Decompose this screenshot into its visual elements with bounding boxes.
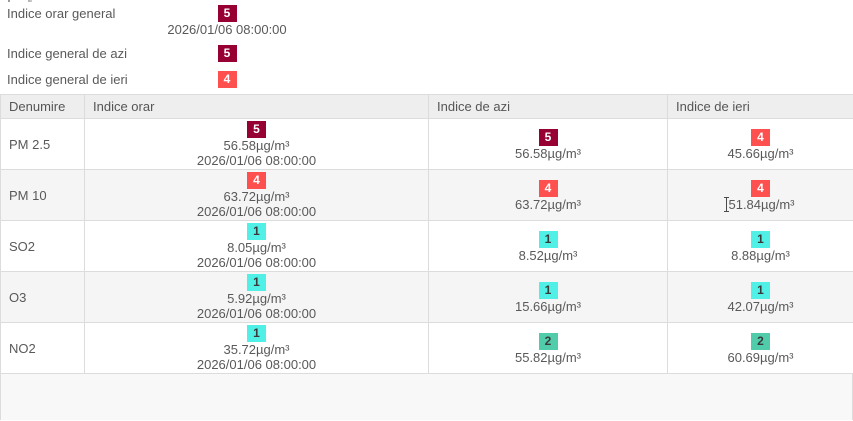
aq-index-badge: 5 xyxy=(538,128,558,146)
measurement-timestamp: 2026/01/06 08:00:00 xyxy=(196,153,317,168)
aq-index-badge: 1 xyxy=(247,274,266,291)
yesterday-index-cell: 1 8.88µg/m³ xyxy=(667,220,853,272)
yesterday-index-cell: 4 51.84µg/m³ xyxy=(667,169,853,221)
summary-label: Indice general de ieri xyxy=(7,72,128,87)
column-header-indice-de-azi: Indice de azi xyxy=(428,94,668,119)
pollutant-name: NO2 xyxy=(0,322,85,374)
today-index-cell: 1 15.66µg/m³ xyxy=(428,271,668,323)
measurement-value: 15.66µg/m³ xyxy=(514,298,582,314)
today-index-cell: 4 63.72µg/m³ xyxy=(428,169,668,221)
hourly-index-cell: 5 56.58µg/m³ 2026/01/06 08:00:00 xyxy=(84,118,429,170)
measurement-value: 56.58µg/m³ xyxy=(223,138,290,153)
measurement-value: 8.52µg/m³ xyxy=(518,247,578,263)
today-index-cell: 1 8.52µg/m³ xyxy=(428,220,668,272)
pollutant-name: O3 xyxy=(0,271,85,323)
column-header-denumire: Denumire xyxy=(0,94,85,119)
measurement-value: 51.84µg/m³ xyxy=(728,196,795,212)
aq-index-badge: 5 xyxy=(217,45,237,62)
aq-index-badge: 5 xyxy=(247,121,266,138)
aq-summary-section: Indice orar general 5 2026/01/06 08:00:0… xyxy=(0,0,853,89)
table-row-pm10: PM 10 4 63.72µg/m³ 2026/01/06 08:00:00 4… xyxy=(0,169,853,221)
pollutant-name: PM 2.5 xyxy=(0,118,85,170)
summary-label: Indice orar general xyxy=(7,6,116,21)
aq-index-badge: 2 xyxy=(538,332,558,350)
column-header-indice-de-ieri: Indice de ieri xyxy=(667,94,853,119)
text-cursor-pointer xyxy=(724,196,730,212)
table-row-no2: NO2 1 35.72µg/m³ 2026/01/06 08:00:00 2 5… xyxy=(0,322,853,374)
measurement-timestamp: 2026/01/06 08:00:00 xyxy=(196,306,317,321)
table-row-pm25: PM 2.5 5 56.58µg/m³ 2026/01/06 08:00:00 … xyxy=(0,118,853,170)
measurement-value: 8.88µg/m³ xyxy=(731,247,790,263)
summary-row-hourly: Indice orar general 5 2026/01/06 08:00:0… xyxy=(7,5,853,37)
measurement-timestamp: 2026/01/06 08:00:00 xyxy=(196,357,317,372)
aq-index-badge: 2 xyxy=(751,332,770,350)
yesterday-index-cell: 2 60.69µg/m³ xyxy=(667,322,853,374)
hourly-index-cell: 4 63.72µg/m³ 2026/01/06 08:00:00 xyxy=(84,169,429,221)
measurement-timestamp: 2026/01/06 08:00:00 xyxy=(196,204,317,219)
pollutants-table: Denumire Indice orar Indice de azi Indic… xyxy=(0,94,853,374)
measurement-timestamp: 2026/01/06 08:00:00 xyxy=(196,255,317,270)
clipped-content-fragment xyxy=(8,0,48,3)
aq-index-badge: 1 xyxy=(751,281,770,299)
aq-index-badge: 1 xyxy=(247,223,266,240)
measurement-value: 55.82µg/m³ xyxy=(514,349,582,365)
measurement-value: 8.05µg/m³ xyxy=(227,240,286,255)
aq-index-badge: 5 xyxy=(217,5,237,22)
measurement-value: 60.69µg/m³ xyxy=(727,349,794,365)
aq-index-badge: 1 xyxy=(247,325,266,342)
table-row-o3: O3 1 5.92µg/m³ 2026/01/06 08:00:00 1 15.… xyxy=(0,271,853,323)
column-header-indice-orar: Indice orar xyxy=(84,94,429,119)
summary-value: 5 xyxy=(158,45,296,62)
summary-value: 5 2026/01/06 08:00:00 xyxy=(158,5,296,37)
pollutant-name: PM 10 xyxy=(0,169,85,221)
today-index-cell: 5 56.58µg/m³ xyxy=(428,118,668,170)
measurement-value: 45.66µg/m³ xyxy=(727,145,794,161)
table-footer-empty-area xyxy=(0,374,853,420)
aq-index-badge: 1 xyxy=(538,230,558,248)
aq-index-badge: 4 xyxy=(751,128,770,146)
measurement-value: 5.92µg/m³ xyxy=(227,291,286,306)
aq-index-badge: 4 xyxy=(217,71,237,88)
yesterday-index-cell: 1 42.07µg/m³ xyxy=(667,271,853,323)
pollutant-name: SO2 xyxy=(0,220,85,272)
table-row-so2: SO2 1 8.05µg/m³ 2026/01/06 08:00:00 1 8.… xyxy=(0,220,853,272)
aq-index-badge: 4 xyxy=(538,179,558,197)
aq-index-badge: 4 xyxy=(751,179,770,197)
measurement-value: 63.72µg/m³ xyxy=(223,189,290,204)
measurement-value: 42.07µg/m³ xyxy=(727,298,794,314)
measurement-value: 56.58µg/m³ xyxy=(514,145,582,161)
summary-row-today: Indice general de azi 5 xyxy=(7,45,853,63)
today-index-cell: 2 55.82µg/m³ xyxy=(428,322,668,374)
aq-index-badge: 1 xyxy=(751,230,770,248)
yesterday-index-cell: 4 45.66µg/m³ xyxy=(667,118,853,170)
hourly-index-cell: 1 5.92µg/m³ 2026/01/06 08:00:00 xyxy=(84,271,429,323)
aq-index-badge: 1 xyxy=(538,281,558,299)
hourly-index-cell: 1 35.72µg/m³ 2026/01/06 08:00:00 xyxy=(84,322,429,374)
summary-timestamp: 2026/01/06 08:00:00 xyxy=(167,22,287,37)
measurement-value: 63.72µg/m³ xyxy=(514,196,582,212)
hourly-index-cell: 1 8.05µg/m³ 2026/01/06 08:00:00 xyxy=(84,220,429,272)
summary-value: 4 xyxy=(158,71,296,88)
summary-row-yesterday: Indice general de ieri 4 xyxy=(7,71,853,89)
summary-label: Indice general de azi xyxy=(7,46,127,61)
measurement-value: 35.72µg/m³ xyxy=(223,342,290,357)
table-header-row: Denumire Indice orar Indice de azi Indic… xyxy=(0,94,853,119)
aq-index-badge: 4 xyxy=(247,172,266,189)
